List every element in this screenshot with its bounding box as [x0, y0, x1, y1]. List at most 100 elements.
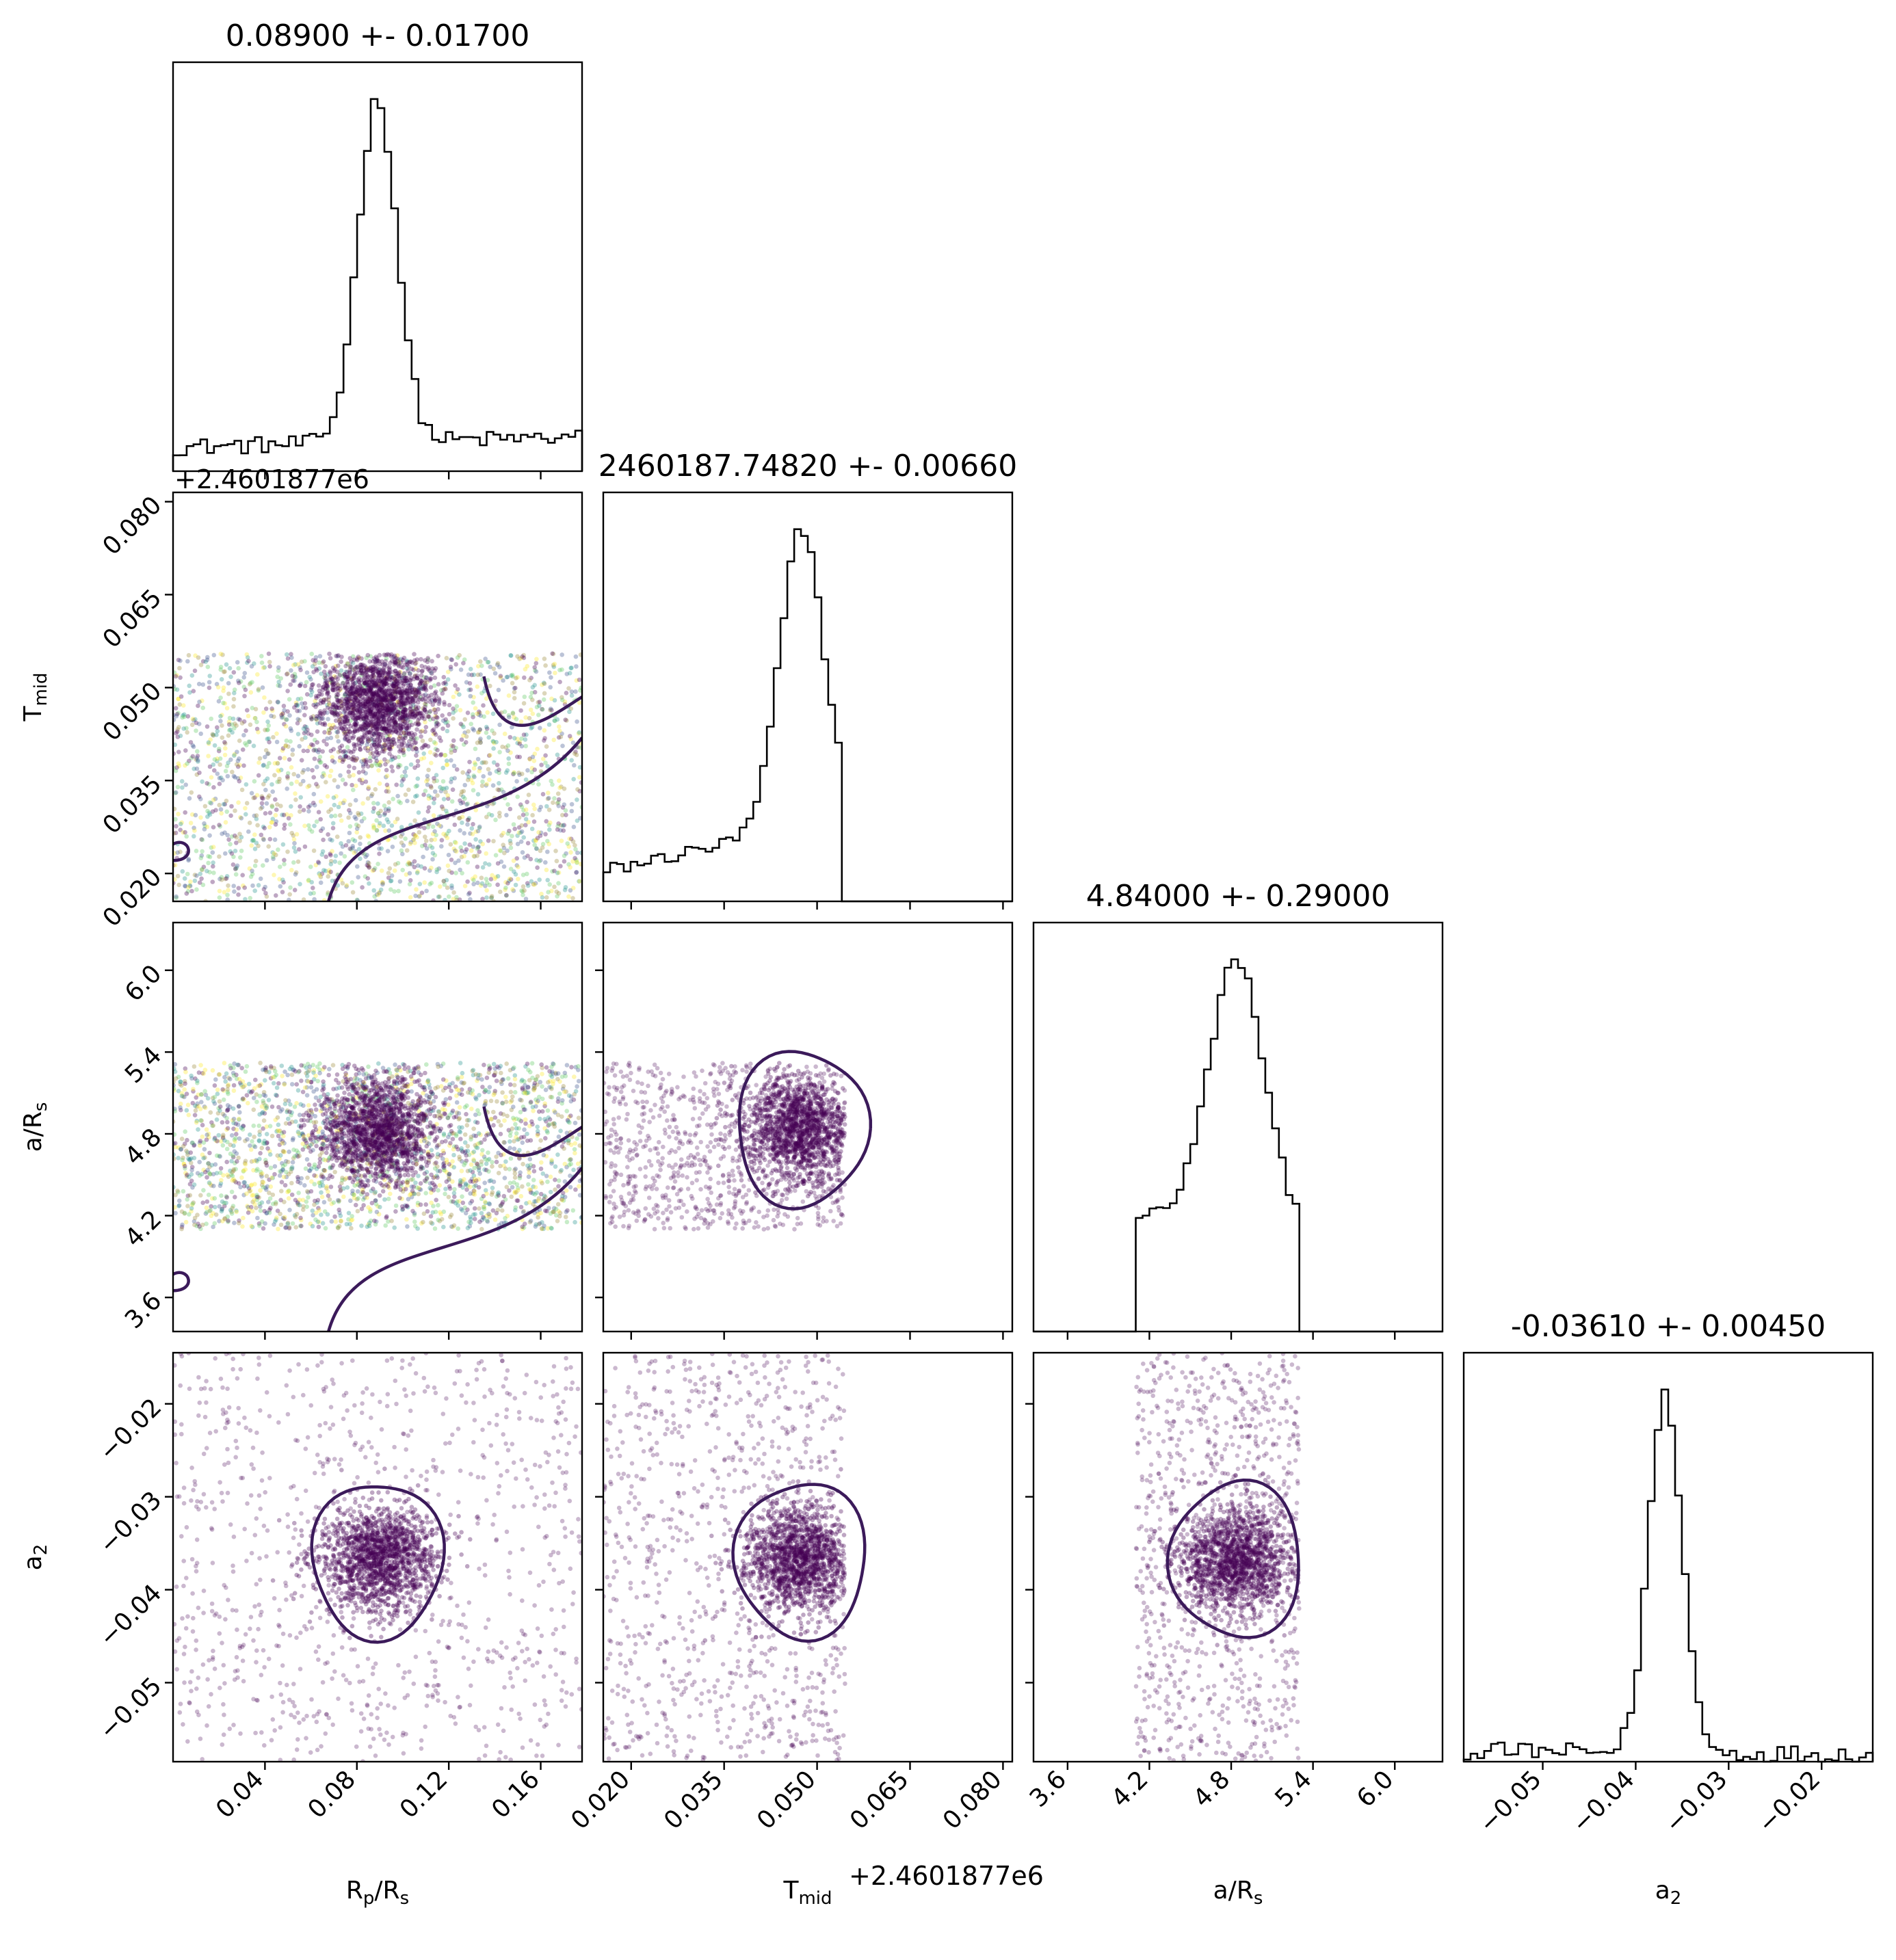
scatter-point — [476, 712, 482, 717]
scatter-point — [350, 661, 356, 665]
scatter-point — [253, 1077, 258, 1083]
scatter-point — [334, 680, 339, 685]
scatter-point — [485, 660, 490, 665]
scatter-point — [508, 653, 513, 658]
scatter-point — [174, 714, 179, 719]
scatter-point — [559, 1098, 565, 1103]
scatter-point — [365, 652, 371, 658]
scatter-point — [493, 817, 498, 823]
scatter-point — [315, 740, 320, 745]
scatter-point — [354, 656, 360, 661]
scatter-point — [302, 1183, 307, 1188]
scatter-point — [531, 758, 537, 763]
scatter-point — [387, 866, 393, 871]
scatter-point — [343, 676, 348, 680]
scatter-point — [393, 668, 398, 674]
scatter-point — [556, 881, 561, 886]
scatter-point — [379, 868, 384, 873]
scatter-point — [414, 746, 419, 752]
scatter-point — [234, 865, 239, 871]
scatter-point — [571, 777, 576, 782]
scatter-point — [330, 825, 336, 831]
scatter-point — [441, 879, 446, 884]
scatter-point — [233, 721, 237, 726]
scatter-point — [382, 747, 387, 752]
scatter-point — [330, 878, 335, 884]
scatter-point — [205, 1133, 210, 1137]
scatter-point — [211, 825, 216, 830]
scatter-point — [529, 765, 535, 771]
scatter-point — [577, 879, 581, 884]
scatter-point — [205, 1175, 209, 1180]
scatter-point — [295, 1088, 301, 1093]
scatter-point — [341, 680, 345, 685]
scatter-point — [404, 765, 409, 771]
scatter-point — [238, 679, 243, 684]
scatter-point — [469, 826, 475, 831]
scatter-point — [521, 808, 526, 813]
scatter-point — [531, 802, 536, 808]
scatter-point — [384, 656, 389, 661]
scatter-point — [549, 696, 554, 702]
scatter-point — [365, 739, 370, 744]
scatter-point — [453, 683, 458, 688]
scatter-point — [209, 845, 214, 850]
scatter-point — [510, 711, 516, 715]
scatter-point — [337, 718, 342, 723]
scatter-point — [425, 714, 431, 719]
scatter-point — [522, 888, 527, 893]
scatter-point — [517, 739, 523, 745]
scatter-point — [376, 862, 380, 866]
scatter-point — [532, 882, 537, 887]
scatter-point — [282, 862, 287, 866]
scatter-point — [386, 875, 391, 880]
scatter-point — [376, 761, 382, 766]
scatter-point — [176, 812, 181, 817]
scatter-point — [484, 783, 489, 788]
scatter-point — [243, 1162, 248, 1167]
scatter-point — [406, 664, 411, 669]
scatter-point — [173, 817, 178, 822]
scatter-point — [311, 848, 317, 853]
scatter-point — [419, 669, 425, 674]
scatter-point — [563, 717, 568, 722]
scatter-point — [576, 1115, 581, 1120]
scatter-point — [376, 698, 381, 703]
scatter-point — [295, 859, 301, 864]
scatter-point — [462, 742, 466, 747]
scatter-point — [397, 661, 401, 666]
scatter-point — [451, 897, 456, 901]
scatter-point — [505, 831, 511, 836]
scatter-point — [210, 850, 215, 855]
scatter-point — [254, 719, 259, 724]
scatter-point — [221, 1097, 226, 1102]
scatter-point — [529, 726, 534, 731]
scatter-point — [406, 742, 410, 747]
scatter-point — [393, 862, 398, 867]
scatter-point — [235, 750, 239, 754]
scatter-point — [462, 730, 467, 735]
scatter-point — [301, 748, 306, 754]
scatter-point — [325, 683, 330, 688]
scatter-point — [414, 727, 419, 732]
scatter-point — [413, 893, 418, 899]
scatter-point — [451, 890, 456, 895]
scatter-point — [176, 725, 181, 730]
scatter-point — [257, 756, 263, 761]
scatter-point — [545, 764, 550, 769]
scatter-point — [304, 1074, 310, 1078]
scatter-point — [368, 665, 373, 670]
scatter-point — [406, 860, 411, 865]
scatter-point — [295, 773, 301, 778]
scatter-point — [424, 675, 430, 680]
scatter-point — [189, 756, 194, 760]
scatter-point — [350, 730, 356, 735]
scatter-point — [252, 888, 258, 893]
scatter-point — [352, 850, 356, 856]
scatter-point — [376, 768, 381, 773]
scatter-point — [196, 681, 202, 687]
scatter-point — [412, 736, 417, 741]
scatter-point — [200, 867, 205, 873]
scatter-point — [422, 866, 427, 871]
scatter-point — [224, 798, 229, 804]
